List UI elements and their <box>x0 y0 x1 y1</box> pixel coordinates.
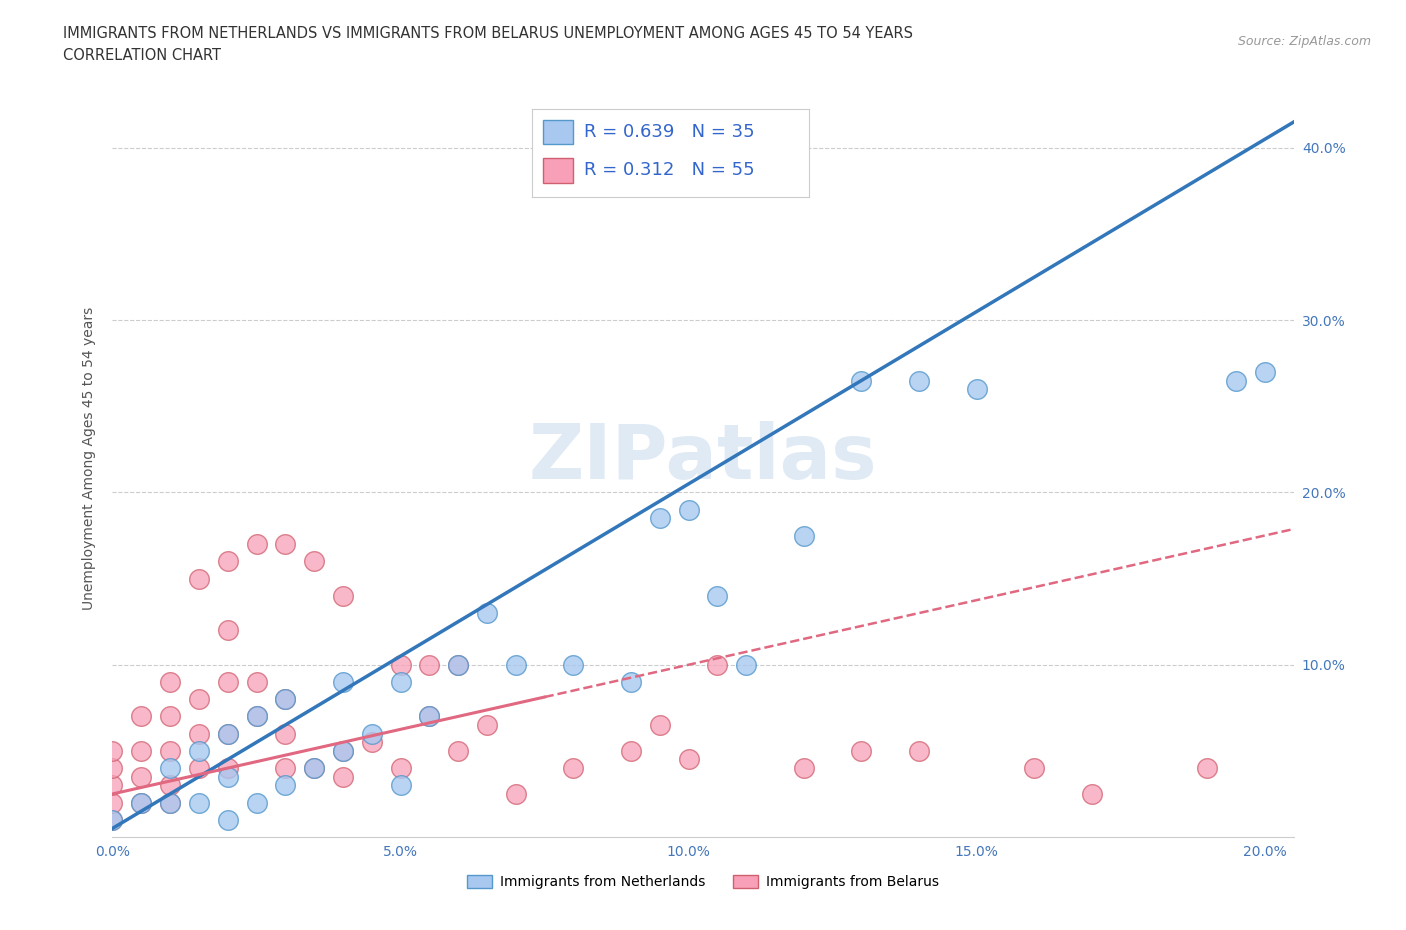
Point <box>217 761 239 776</box>
Point <box>129 795 152 810</box>
Point <box>159 777 181 792</box>
Point <box>332 674 354 689</box>
Point <box>447 743 470 758</box>
Point <box>505 787 527 802</box>
Point <box>1024 761 1046 776</box>
Point <box>245 709 267 724</box>
Point <box>908 743 931 758</box>
Point <box>245 795 267 810</box>
Point <box>360 726 382 741</box>
Point <box>678 502 700 517</box>
Point <box>447 658 470 672</box>
Point <box>332 743 354 758</box>
Point <box>620 674 643 689</box>
Point <box>159 709 181 724</box>
Point <box>159 761 181 776</box>
Point <box>389 777 412 792</box>
Point <box>966 381 988 396</box>
Point <box>302 554 325 569</box>
Point <box>360 735 382 750</box>
Point <box>101 761 124 776</box>
Y-axis label: Unemployment Among Ages 45 to 54 years: Unemployment Among Ages 45 to 54 years <box>82 306 96 610</box>
Point <box>187 795 209 810</box>
Point <box>389 658 412 672</box>
Point <box>389 674 412 689</box>
Point <box>129 795 152 810</box>
Point <box>793 528 815 543</box>
Text: Source: ZipAtlas.com: Source: ZipAtlas.com <box>1237 35 1371 48</box>
Point <box>274 726 297 741</box>
Point <box>648 718 671 733</box>
Point <box>187 692 209 707</box>
Point <box>678 752 700 767</box>
Point <box>332 589 354 604</box>
Point <box>101 812 124 827</box>
Point <box>274 537 297 551</box>
Point <box>302 761 325 776</box>
Point <box>274 777 297 792</box>
Point <box>245 709 267 724</box>
Point <box>101 812 124 827</box>
Point <box>217 674 239 689</box>
Point <box>217 726 239 741</box>
Point <box>706 658 728 672</box>
Point <box>475 605 498 620</box>
Point <box>245 537 267 551</box>
Point <box>217 623 239 638</box>
Point <box>274 692 297 707</box>
Point <box>332 743 354 758</box>
Point <box>159 795 181 810</box>
Point <box>101 795 124 810</box>
Point <box>332 769 354 784</box>
Point <box>274 761 297 776</box>
Text: IMMIGRANTS FROM NETHERLANDS VS IMMIGRANTS FROM BELARUS UNEMPLOYMENT AMONG AGES 4: IMMIGRANTS FROM NETHERLANDS VS IMMIGRANT… <box>63 26 914 41</box>
Point <box>706 589 728 604</box>
Point <box>418 658 440 672</box>
Point <box>159 743 181 758</box>
Point <box>418 709 440 724</box>
Point <box>505 658 527 672</box>
Point <box>101 777 124 792</box>
Point <box>274 692 297 707</box>
Point <box>389 761 412 776</box>
Text: CORRELATION CHART: CORRELATION CHART <box>63 48 221 63</box>
Point <box>187 743 209 758</box>
Point <box>217 554 239 569</box>
Point <box>159 674 181 689</box>
Point <box>217 726 239 741</box>
Point <box>793 761 815 776</box>
Point <box>302 761 325 776</box>
Legend: Immigrants from Netherlands, Immigrants from Belarus: Immigrants from Netherlands, Immigrants … <box>461 869 945 895</box>
Point <box>129 743 152 758</box>
Point <box>1254 365 1277 379</box>
Point <box>187 726 209 741</box>
Point <box>447 658 470 672</box>
Point <box>562 658 585 672</box>
Point <box>129 769 152 784</box>
Point <box>1197 761 1219 776</box>
Point <box>245 674 267 689</box>
Point <box>851 743 873 758</box>
Point <box>648 511 671 525</box>
Point <box>101 743 124 758</box>
Point <box>187 761 209 776</box>
Point <box>129 709 152 724</box>
Point <box>620 743 643 758</box>
Point <box>562 761 585 776</box>
Point <box>1225 373 1247 388</box>
Point <box>908 373 931 388</box>
Point <box>1081 787 1104 802</box>
Point <box>735 658 758 672</box>
Point <box>475 718 498 733</box>
Point <box>217 769 239 784</box>
Point <box>187 571 209 586</box>
Point <box>418 709 440 724</box>
Text: ZIPatlas: ZIPatlas <box>529 421 877 495</box>
Point <box>159 795 181 810</box>
Point <box>851 373 873 388</box>
Point <box>217 812 239 827</box>
